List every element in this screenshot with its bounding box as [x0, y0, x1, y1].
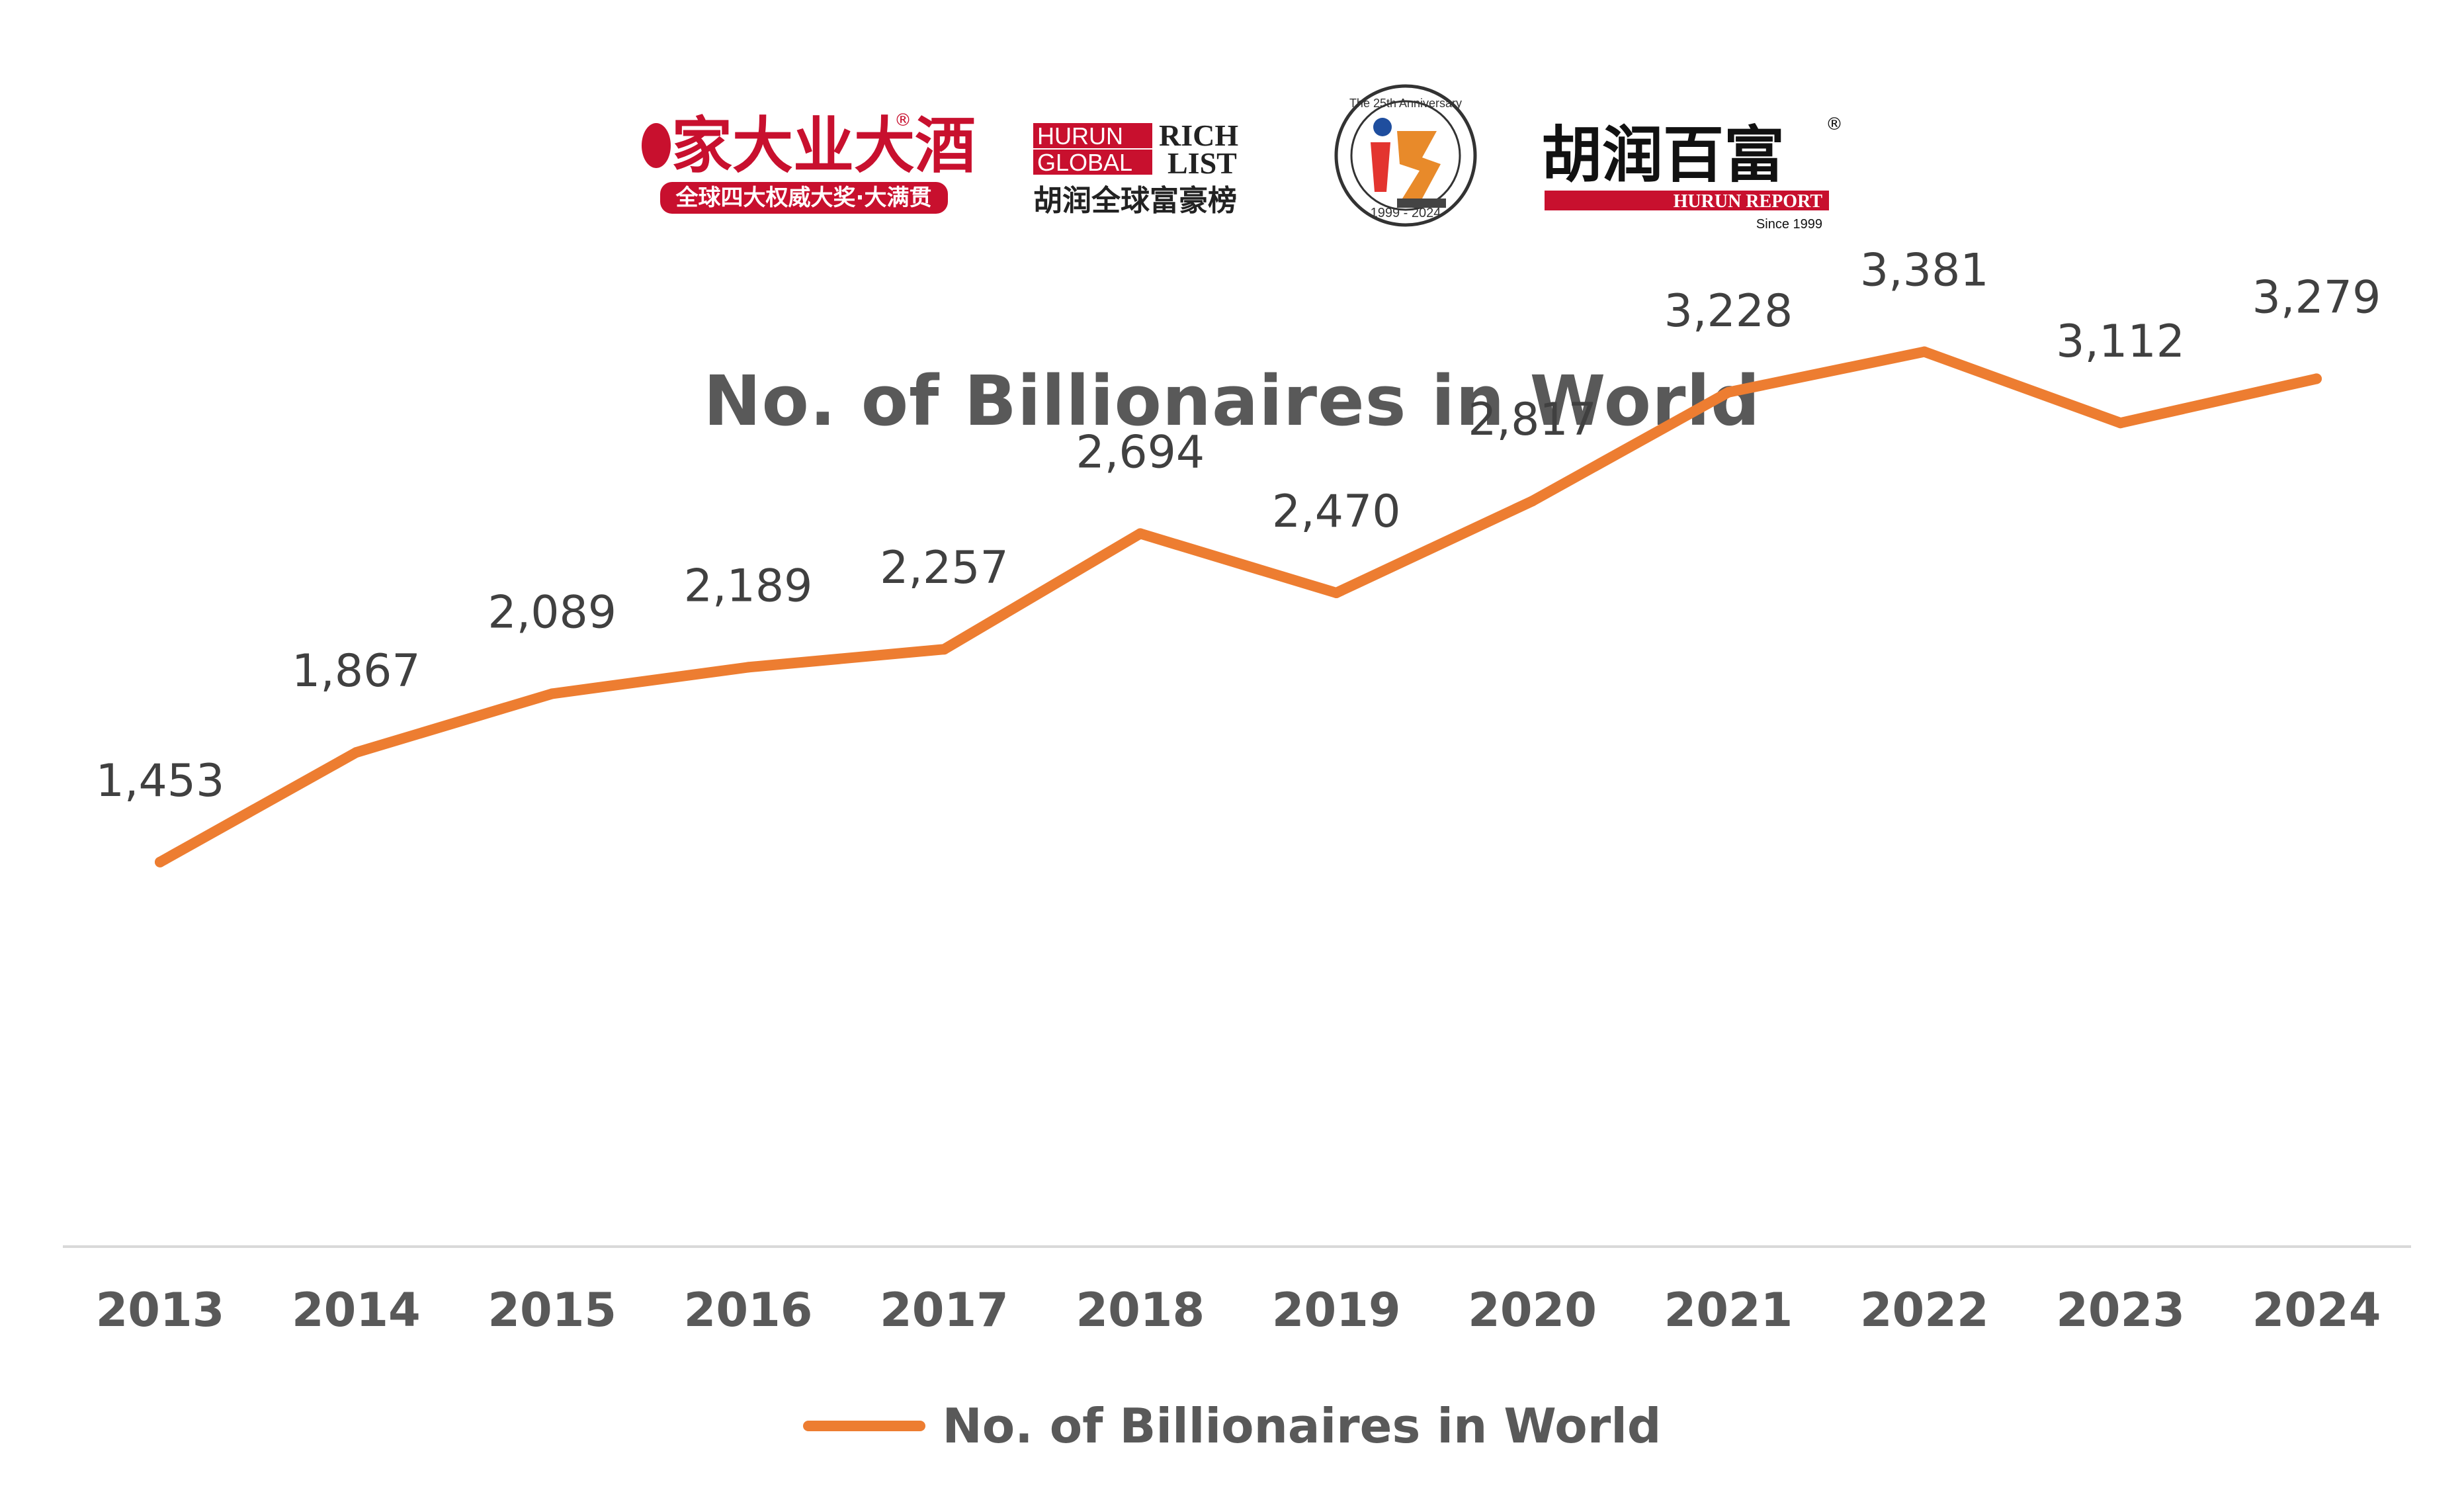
data-point: [2311, 373, 2322, 384]
x-tick-label: 2013: [96, 1283, 225, 1337]
hurun-report-red-bar: [1545, 191, 1829, 210]
x-tick-label: 2023: [2056, 1283, 2185, 1337]
x-tick-label: 2024: [2252, 1283, 2381, 1337]
jiadayeda-logo: 家大业大酒 ® 全球四大权威大奖·大满贯: [642, 111, 976, 214]
legend-swatch-line-icon: [802, 1421, 925, 1431]
data-point: [1527, 496, 1538, 507]
chart-title: No. of Billionaires in World: [703, 361, 1761, 441]
data-label: 2,189: [684, 560, 813, 612]
data-label: 3,112: [2056, 316, 2185, 368]
rich-list-list: LIST: [1168, 146, 1237, 180]
x-tick-label: 2016: [684, 1283, 813, 1337]
legend: No. of Billionaires in World: [0, 1393, 2464, 1459]
data-label: 1,453: [96, 755, 225, 807]
data-label: 2,257: [880, 542, 1009, 594]
rich-list-rich: RICH: [1159, 118, 1238, 152]
rich-list-global: GLOBAL: [1037, 149, 1132, 176]
hurun-report-since: Since 1999: [1756, 217, 1822, 232]
anniversary-inner-ring: [1350, 100, 1461, 211]
anniversary-seal-logo: The 25th Anniversary 1999 - 2024: [1334, 84, 1477, 227]
x-tick-label: 2022: [1860, 1283, 1989, 1337]
x-tick-label: 2020: [1468, 1283, 1597, 1337]
series-line: [155, 346, 2322, 867]
data-point: [1134, 528, 1146, 539]
seal-icon: [642, 123, 671, 168]
x-tick-label: 2018: [1076, 1283, 1205, 1337]
data-point: [1331, 588, 1342, 598]
hurun-report-chinese: 胡润百富: [1541, 120, 1785, 191]
x-tick-label: 2015: [488, 1283, 616, 1337]
plot-area: 1,453 1,867 2,089 2,189 2,257 2,694 2,470 2,817…: [63, 245, 2411, 1337]
anniversary-base-icon: [1397, 199, 1446, 208]
anniversary-bottom-text: 1999 - 2024: [1371, 206, 1441, 220]
anniversary-top-text: The 25th Anniversary: [1349, 97, 1462, 110]
x-tick-label: 2017: [880, 1283, 1009, 1337]
rich-list-chinese: 胡润全球富豪榜: [1033, 184, 1237, 218]
data-point: [1722, 386, 1734, 398]
rich-list-red-block-bottom: [1033, 150, 1152, 175]
logo-strip: 家大业大酒 ® 全球四大权威大奖·大满贯 HURUN GLOBAL RICH L…: [642, 84, 1843, 232]
registered-mark-icon: ®: [1826, 114, 1843, 134]
data-label: 2,470: [1272, 486, 1401, 538]
rich-list-hurun: HURUN: [1037, 122, 1123, 150]
legend-label: No. of Billionaires in World: [942, 1398, 1662, 1454]
data-label: 3,381: [1860, 245, 1989, 297]
x-tick-label: 2014: [292, 1283, 421, 1337]
data-label: 2,089: [488, 586, 616, 639]
x-tick-label: 2019: [1272, 1283, 1401, 1337]
registered-mark-icon: ®: [894, 111, 912, 130]
data-point: [743, 662, 754, 673]
data-point: [546, 688, 558, 699]
anniversary-figure-icon: [1371, 142, 1390, 192]
data-label: 2,817: [1468, 394, 1597, 446]
data-point: [155, 856, 165, 867]
tagline-box: [660, 182, 948, 214]
anniversary-figure-head-icon: [1373, 118, 1392, 136]
x-tick-label: 2021: [1664, 1283, 1793, 1337]
data-point: [351, 747, 362, 758]
data-label: 1,867: [292, 645, 421, 697]
jiadayeda-name: 家大业大酒: [671, 111, 976, 181]
data-label: 3,279: [2252, 271, 2381, 324]
hurun-report-logo: 胡润百富 ® HURUN REPORT Since 1999: [1541, 114, 1843, 232]
hurun-report-english: HURUN REPORT: [1674, 191, 1823, 212]
data-label: 3,228: [1664, 285, 1793, 337]
data-point: [2115, 418, 2126, 429]
data-point: [939, 644, 950, 655]
jiadayeda-tagline: 全球四大权威大奖·大满贯: [675, 185, 932, 211]
data-point: [1919, 346, 1930, 357]
data-label: 2,694: [1076, 426, 1205, 478]
rich-list-red-block-top: [1033, 123, 1152, 148]
anniversary-brush-icon: [1397, 131, 1441, 199]
global-rich-list-logo: HURUN GLOBAL RICH LIST 胡润全球富豪榜: [1033, 118, 1238, 218]
line-chart: 1,453 1,867 2,089 2,189 2,257 2,694 2,470 2,817…: [63, 245, 2411, 1337]
